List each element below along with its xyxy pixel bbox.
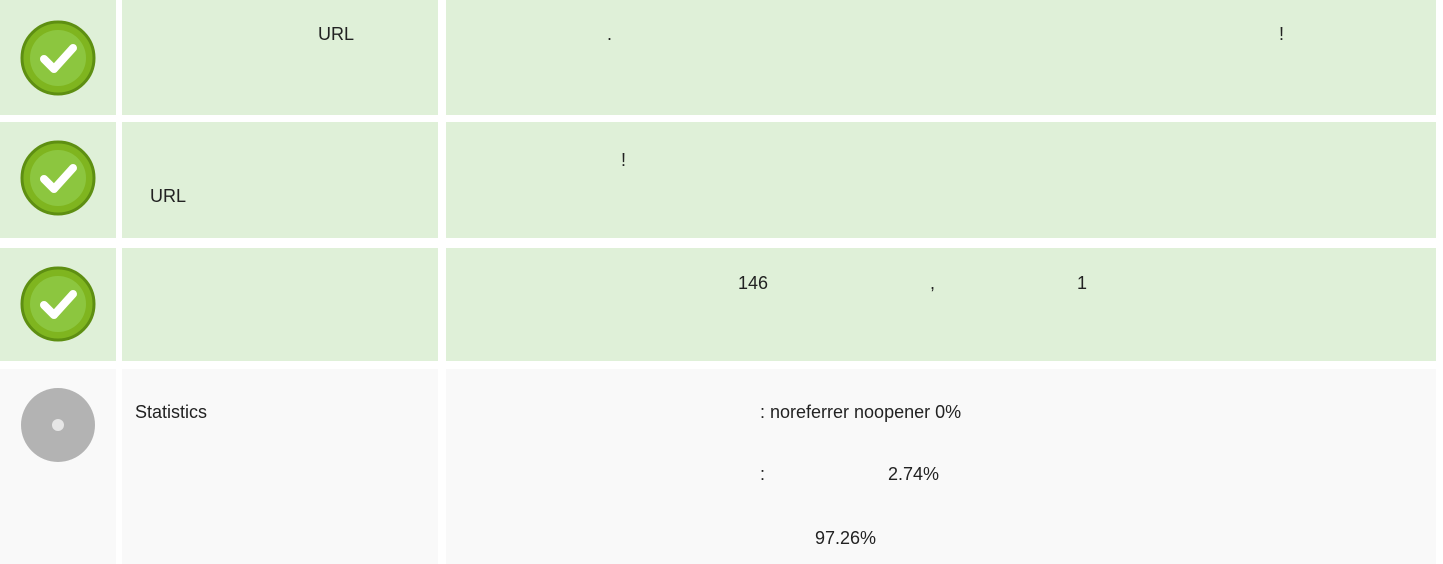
content-cell — [446, 248, 1436, 361]
label-text: URL — [150, 186, 187, 206]
label-cell — [122, 122, 438, 238]
content-text: 97.26% — [815, 528, 877, 548]
label-text: Statistics — [135, 402, 208, 422]
content-text: ! — [1279, 24, 1285, 44]
content-cell — [446, 369, 1436, 564]
check-icon — [20, 266, 96, 342]
content-text: : noreferrer noopener 0% — [760, 402, 962, 422]
content-text: 1 — [1077, 273, 1088, 293]
label-cell — [122, 248, 438, 361]
content-text: : — [760, 464, 766, 484]
label-cell — [122, 369, 438, 564]
content-cell — [446, 122, 1436, 238]
content-text: . — [607, 24, 613, 44]
content-text: 2.74% — [888, 464, 940, 484]
content-cell — [446, 0, 1436, 115]
check-icon — [20, 20, 96, 96]
content-text: , — [930, 273, 936, 293]
neutral-icon — [21, 388, 95, 462]
label-cell — [122, 0, 438, 115]
label-text: URL — [318, 24, 355, 44]
content-text: ! — [621, 150, 627, 170]
content-text: 146 — [738, 273, 769, 293]
check-icon — [20, 140, 96, 216]
